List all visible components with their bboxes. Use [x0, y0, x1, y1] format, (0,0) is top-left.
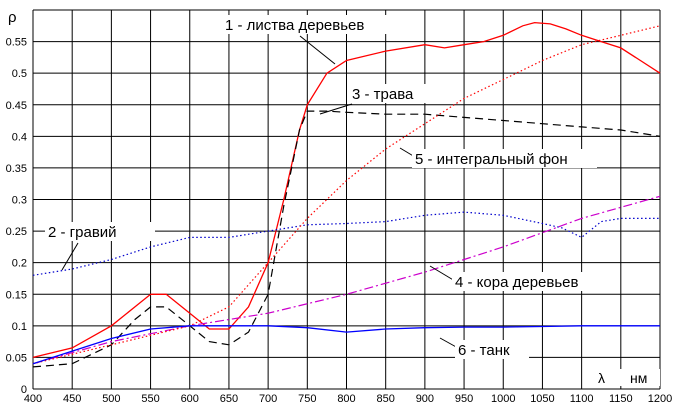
series-leaves	[32, 21, 661, 359]
series-label-background	[349, 84, 427, 103]
xlabel-background	[592, 369, 660, 386]
x-tick-label: 1000	[491, 393, 515, 405]
y-tick-label: 0.5	[12, 68, 27, 80]
x-tick-label: 600	[181, 393, 199, 405]
x-tick-label: 550	[141, 393, 159, 405]
series-label-background	[452, 272, 612, 291]
series-label: 3 - трава	[352, 86, 414, 103]
series-bark	[32, 195, 661, 365]
label-leader-lines	[61, 35, 459, 349]
x-tick-label: 1150	[609, 393, 633, 405]
y-tick-label: 0.25	[6, 226, 27, 238]
series-label: 4 - кора деревьев	[455, 274, 579, 291]
y-axis-label: ρ	[8, 9, 17, 26]
series-label-background	[45, 222, 155, 241]
y-tick-label: 0.45	[6, 100, 27, 112]
x-tick-label: 850	[377, 393, 395, 405]
series-label: 5 - интегральный фон	[415, 151, 568, 168]
y-tick-label: 0.05	[6, 352, 27, 364]
x-tick-labels: 400 450 500 550 600 650 700 750 800 850 900 950 1000…	[24, 393, 672, 405]
series-lines	[32, 21, 661, 368]
x-tick-label: 1050	[530, 393, 554, 405]
label-leader	[319, 103, 353, 115]
series-background	[32, 25, 661, 365]
y-tick-label: 0.3	[12, 195, 27, 207]
series-label-background	[412, 149, 597, 168]
y-tick-label: 0.35	[6, 163, 27, 175]
x-tick-label: 900	[416, 393, 434, 405]
series-gravel	[32, 211, 660, 276]
x-tick-label: 800	[337, 393, 355, 405]
series-label: 2 - гравий	[48, 224, 117, 241]
label-leader	[429, 265, 456, 282]
series-label: 1 - листва деревьев	[225, 17, 364, 34]
label-leader	[299, 35, 336, 65]
series-labels: 1 - листва деревьев 2 - гравий 3 - трава 4 …	[45, 15, 612, 359]
series-label: 6 - танк	[458, 342, 510, 359]
series-label-background	[455, 340, 529, 359]
x-tick-label: 950	[455, 393, 473, 405]
x-tick-label: 500	[102, 393, 120, 405]
y-tick-label: 0.4	[12, 131, 27, 143]
x-axis-label: λ	[598, 370, 605, 386]
x-tick-label: 450	[63, 393, 81, 405]
series-tank	[32, 325, 660, 365]
x-tick-label: 650	[220, 393, 238, 405]
grid	[32, 9, 661, 390]
x-tick-label: 1100	[570, 393, 594, 405]
y-tick-labels: 0 0.05 0.1 0.15 0.2 0.25 0.3 0.35 0.4 0.45 0.5 0.55	[6, 37, 27, 396]
label-leader	[61, 242, 79, 271]
series-grass	[32, 110, 661, 368]
x-tick-label: 750	[298, 393, 316, 405]
x-tick-label: 400	[24, 393, 42, 405]
x-tick-label: 700	[259, 393, 277, 405]
y-tick-label: 0.1	[12, 321, 27, 333]
y-tick-label: 0.55	[6, 37, 27, 49]
y-tick-label: 0	[21, 384, 27, 396]
series-label-background	[222, 15, 392, 34]
x-axis-unit: нм	[630, 370, 647, 386]
y-tick-label: 0.15	[6, 289, 27, 301]
y-tick-label: 0.2	[12, 258, 27, 270]
x-tick-label: 1200	[648, 393, 672, 405]
